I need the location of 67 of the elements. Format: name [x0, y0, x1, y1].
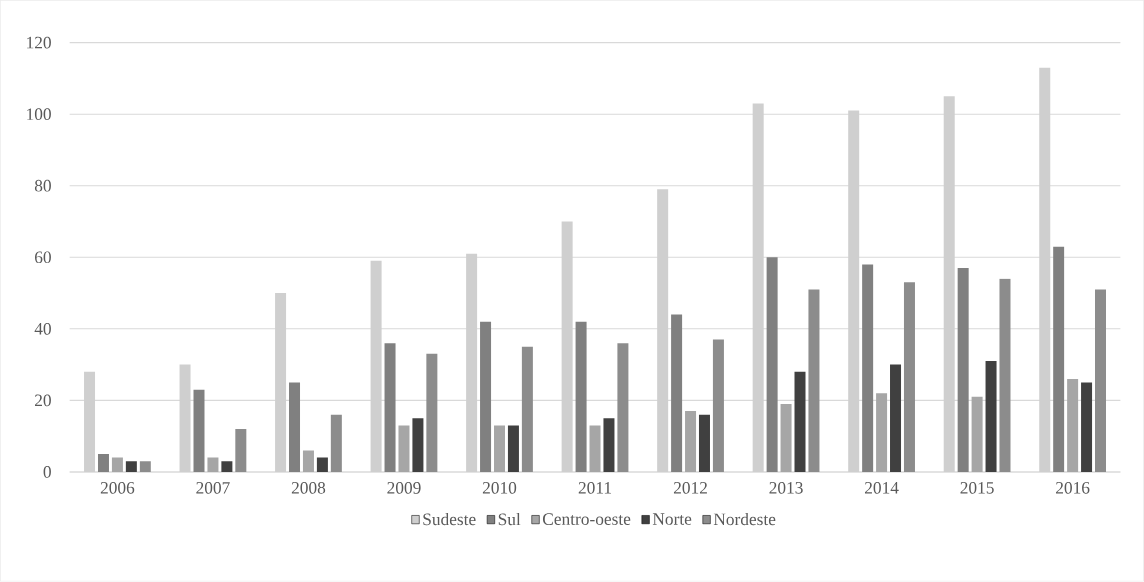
bar	[125, 461, 137, 473]
x-tick-label: 2016	[1056, 482, 1090, 494]
bar	[766, 257, 778, 473]
bar	[1095, 289, 1107, 473]
bar	[698, 414, 710, 473]
bar	[426, 354, 438, 473]
bar	[193, 389, 205, 473]
x-tick-label: 2006	[100, 482, 135, 494]
x-tick-label: 2013	[769, 482, 803, 494]
x-tick-label: 2015	[960, 482, 994, 494]
bar	[139, 461, 151, 473]
y-tick-label: 60	[35, 251, 51, 264]
bar	[575, 321, 587, 473]
x-tick-label: 2012	[673, 482, 707, 494]
bar	[780, 404, 792, 473]
bar	[794, 371, 806, 473]
bar	[999, 278, 1011, 473]
bar	[603, 418, 615, 473]
bar	[589, 425, 601, 473]
x-tick-label: 2008	[291, 482, 326, 494]
bar	[876, 393, 888, 473]
y-tick-label: 80	[34, 180, 51, 192]
bar	[890, 364, 902, 473]
x-tick-label: 2014	[864, 482, 899, 494]
bar	[685, 411, 697, 473]
bar	[1067, 379, 1079, 473]
bar	[480, 321, 492, 473]
bar	[671, 314, 683, 473]
bar	[221, 461, 233, 473]
bar	[494, 425, 505, 473]
bar	[808, 289, 820, 473]
y-tick-label: 40	[34, 323, 51, 335]
legend-label: Centro-oeste	[542, 513, 631, 526]
bar	[398, 425, 410, 473]
x-tick-label: 2010	[482, 482, 517, 494]
bar	[1053, 246, 1065, 473]
bar	[521, 346, 533, 473]
bar	[971, 397, 983, 473]
x-tick-label: 2011	[578, 482, 612, 494]
bar	[985, 361, 997, 473]
bar	[289, 382, 301, 473]
legend-label: Norte	[652, 513, 692, 526]
y-tick-label: 100	[27, 108, 51, 121]
bar	[957, 268, 969, 473]
bar	[384, 343, 396, 473]
y-tick-label: 0	[43, 466, 51, 478]
bar	[97, 454, 109, 473]
bar	[617, 343, 629, 473]
bar	[507, 425, 519, 473]
legend-label: Sul	[498, 513, 521, 526]
bar	[316, 457, 328, 473]
bar	[235, 429, 247, 473]
bar	[1081, 382, 1093, 473]
bar	[111, 457, 123, 473]
y-tick-label: 120	[27, 36, 51, 49]
legend-label: Nordeste	[713, 513, 776, 526]
legend-label: Sudeste	[423, 513, 476, 526]
bar	[712, 339, 724, 473]
bar	[903, 282, 915, 473]
bar	[302, 450, 314, 473]
bar	[207, 457, 219, 473]
bar	[412, 418, 424, 473]
y-tick-label: 20	[35, 394, 51, 407]
bar	[862, 264, 874, 473]
x-tick-label: 2007	[196, 482, 230, 494]
x-tick-label: 2009	[387, 482, 421, 494]
bar	[330, 414, 342, 473]
